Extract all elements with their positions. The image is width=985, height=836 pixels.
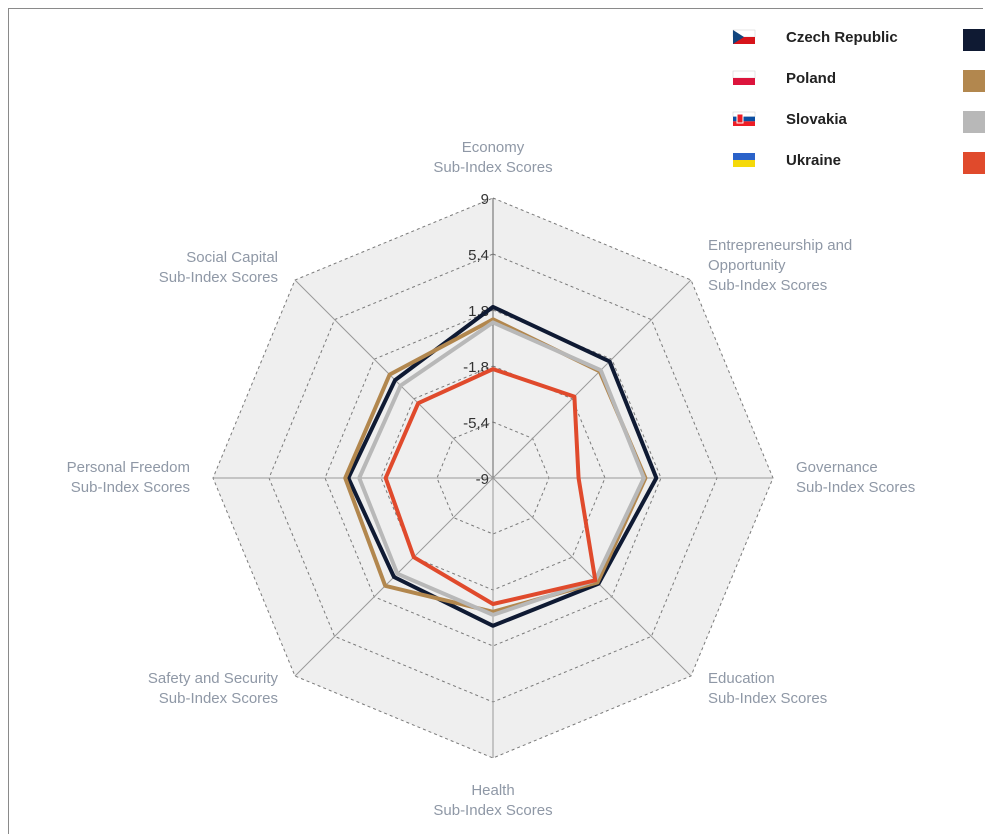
flag-stripe: [733, 116, 755, 122]
poland-flag-icon: [732, 70, 756, 85]
flag-stripe: [733, 160, 755, 167]
legend: Czech Republic Poland Slovakia Ukraine: [732, 29, 985, 174]
slovakia-flag-icon: [732, 111, 756, 126]
axis-title-line: Sub-Index Scores: [159, 269, 278, 286]
tick-label: 9: [481, 191, 489, 208]
czech-flag-icon: [732, 29, 756, 44]
axis-title-line: Education: [708, 670, 775, 687]
flag-stripe: [733, 37, 755, 44]
legend-item: Czech Republic: [732, 29, 985, 51]
grid-ring: [212, 197, 774, 759]
axis-titles: Economy Sub-Index ScoresEntrepreneurship …: [67, 139, 916, 819]
series-line: [383, 367, 598, 606]
axis-title-line: Sub-Index Scores: [433, 802, 552, 819]
legend-swatch: [963, 29, 985, 51]
series-lines: [343, 304, 659, 628]
tick-label: -9: [476, 471, 489, 488]
axis-title-line: Opportunity: [708, 257, 786, 274]
axis-title-line: Sub-Index Scores: [708, 277, 827, 294]
axis-title: Health Sub-Index Scores: [433, 782, 552, 819]
ukraine-flag-icon: [733, 153, 755, 167]
axis-title-line: Entrepreneurship and: [708, 237, 852, 254]
legend-label: Poland: [786, 70, 836, 87]
tick-label: -5,4: [463, 415, 489, 432]
axis-title-line: Social Capital: [186, 249, 278, 266]
legend-label: Slovakia: [786, 111, 848, 128]
axis-title: Personal Freedom Sub-Index Scores: [67, 459, 190, 496]
axis-title-line: Sub-Index Scores: [708, 690, 827, 707]
flag-emblem: [736, 113, 744, 124]
legend-swatch: [963, 152, 985, 174]
legend-swatch: [963, 70, 985, 92]
series-line: [357, 320, 646, 617]
axis-spoke: [492, 477, 692, 677]
chart-frame: [8, 8, 983, 834]
flag-triangle: [733, 30, 744, 44]
axis-title-line: Sub-Index Scores: [159, 690, 278, 707]
axis-title: Entrepreneurship and Opportunity Sub-Index…: [708, 237, 852, 294]
plot-area: [212, 197, 774, 759]
axis-title-line: Governance: [796, 459, 878, 476]
axis-title-line: Personal Freedom: [67, 459, 190, 476]
axis-title: Social Capital Sub-Index Scores: [159, 249, 278, 286]
series-line: [346, 304, 659, 628]
axis-title: Economy Sub-Index Scores: [433, 139, 552, 176]
axis-title-line: Health: [471, 782, 514, 799]
axis-spoke: [492, 279, 692, 479]
flag-stripe: [733, 121, 755, 126]
axis-title-line: Sub-Index Scores: [796, 479, 915, 496]
flag-stripe: [732, 70, 756, 79]
flag-stripe: [732, 111, 756, 117]
legend-item: Poland: [732, 70, 985, 92]
legend-label: Ukraine: [786, 152, 841, 169]
legend-swatch: [963, 111, 985, 133]
axis-title: Governance Sub-Index Scores: [796, 459, 915, 496]
axis-title: Safety and Security Sub-Index Scores: [148, 670, 279, 707]
axis-title-line: Sub-Index Scores: [71, 479, 190, 496]
axis-title-line: Economy: [462, 139, 525, 156]
axis-title: Education Sub-Index Scores: [708, 670, 827, 707]
legend-item: Ukraine: [733, 152, 985, 174]
legend-item: Slovakia: [732, 111, 985, 133]
axis-title-line: Safety and Security: [148, 670, 279, 687]
flag-stripe: [733, 153, 755, 160]
axis-title-line: Sub-Index Scores: [433, 159, 552, 176]
tick-label: 5,4: [468, 247, 489, 264]
flag-stripe: [733, 78, 755, 85]
legend-label: Czech Republic: [786, 29, 898, 46]
